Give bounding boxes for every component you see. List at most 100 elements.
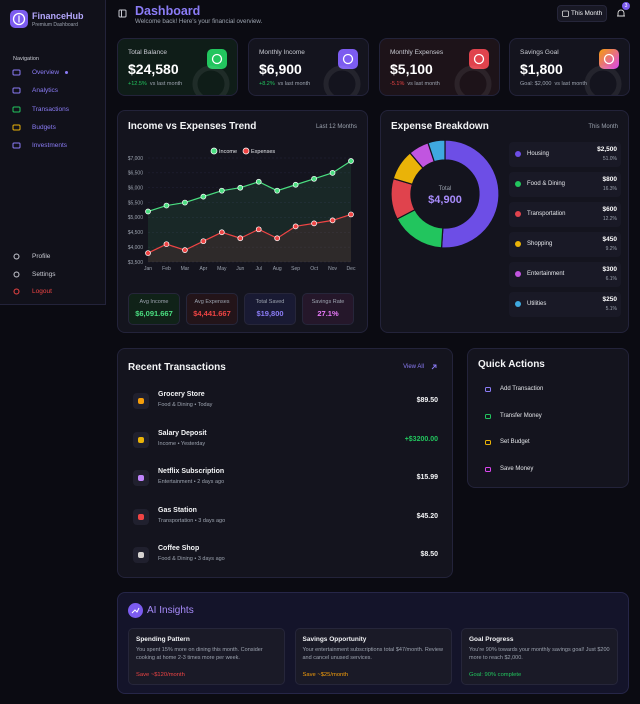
card-value: $24,580: [128, 61, 179, 77]
insight-action: Goal: 90% complete: [469, 672, 522, 678]
data-point: [255, 226, 262, 233]
legend-label: Food & Dining: [527, 181, 566, 187]
quick-actions-panel: Quick Actions Add Transaction Transfer Mo…: [467, 348, 629, 488]
series-line: [147, 160, 352, 213]
legend-value: $300: [602, 266, 617, 273]
y-tick-label: $4,000: [128, 245, 144, 251]
nav-label: Navigation: [13, 56, 39, 62]
nav-item[interactable]: Budgets: [0, 121, 106, 136]
card-glyph-shape: [342, 53, 354, 65]
transaction-meta: Transportation • 3 days ago: [158, 517, 226, 524]
nav-item[interactable]: Investments: [0, 139, 106, 154]
legend-share: 6.1%: [605, 276, 617, 282]
stat-label: Savings Rate: [311, 299, 345, 305]
legend-share: 16.3%: [602, 186, 617, 192]
transaction-row[interactable]: Gas Station Transportation • 3 days ago $4…: [128, 503, 444, 531]
nav-label: Budgets: [32, 123, 56, 131]
legend-share: 9.2%: [605, 246, 617, 252]
transaction-name: Netflix Subscription: [158, 468, 225, 475]
stat-label: Avg Expenses: [194, 299, 230, 305]
data-point: [237, 235, 244, 242]
data-point: [163, 202, 170, 209]
stat-value: 27.1%: [317, 309, 339, 318]
quick-action[interactable]: Save Money: [476, 461, 620, 479]
insight-action: Save ~$120/month: [136, 672, 185, 678]
legend-label: Shopping: [527, 241, 553, 247]
transaction-icon-dot: [138, 513, 144, 520]
y-tick-label: $3,500: [128, 260, 144, 266]
panel-title: Quick Actions: [478, 359, 545, 370]
stat-label: Total Saved: [255, 299, 285, 305]
view-all-link[interactable]: View All: [403, 364, 424, 370]
nav-item[interactable]: Transactions: [0, 103, 106, 118]
data-point: [182, 199, 188, 206]
quick-action-label: Save Money: [500, 466, 534, 473]
trend-panel: Income vs Expenses Trend Last 12 Months …: [117, 110, 368, 333]
period-button[interactable]: This Month: [557, 5, 607, 22]
transaction-row[interactable]: Netflix Subscription Entertainment • 2 da…: [128, 464, 444, 492]
legend-value: $450: [602, 236, 617, 243]
quick-action-icon: [485, 413, 491, 419]
card-watermark-shape: [454, 65, 492, 95]
quick-action-label: Set Budget: [500, 439, 530, 446]
quick-action[interactable]: Transfer Money: [476, 408, 620, 426]
legend-dot: [515, 211, 521, 217]
footer-item[interactable]: Profile: [0, 250, 106, 265]
card-watermark: [454, 65, 492, 95]
footer-icon: [13, 271, 20, 277]
nav-icon-shape: [12, 87, 21, 94]
legend-dot: [515, 271, 521, 277]
card-watermark: [323, 65, 361, 95]
quick-action-label: Transfer Money: [500, 412, 542, 419]
nav-icon: [12, 124, 21, 131]
x-tick-label: Jan: [144, 266, 152, 272]
footer-icon-shape: [13, 288, 20, 295]
transaction-amount: $89.50: [416, 397, 438, 404]
x-tick-label: Dec: [347, 266, 356, 272]
card-glyph-shape: [211, 53, 223, 65]
stat-box: Avg Expenses $4,441.667: [186, 293, 238, 325]
data-point: [237, 184, 244, 191]
transaction-row[interactable]: Salary Deposit Income • Yesterday +$3200.0…: [128, 426, 444, 454]
x-tick-label: Aug: [273, 266, 282, 272]
bell-icon[interactable]: [616, 8, 626, 19]
series-area: [148, 214, 351, 262]
panel-title: Expense Breakdown: [391, 121, 489, 132]
transaction-icon: [133, 547, 149, 563]
period-label: This Month: [571, 10, 603, 17]
insight-card: Goal Progress You're 90% towards your mon…: [461, 628, 618, 685]
line-chart: $3,500 $4,000 $4,500 $5,000 $5,500 $6,000 $6,5…: [128, 147, 356, 272]
transaction-name: Gas Station: [158, 506, 197, 514]
insight-text: You spent 15% more on dining this month.…: [136, 647, 263, 661]
transaction-name: Salary Deposit: [158, 429, 207, 437]
stat-value: $4,441.667: [193, 309, 231, 318]
nav-icon-shape: [12, 69, 21, 76]
panel-title: AI Insights: [147, 605, 194, 616]
x-tick-label: Nov: [328, 266, 337, 272]
transaction-icon: [133, 508, 149, 525]
transaction-icon: [133, 431, 149, 448]
card-glyph: [473, 53, 485, 65]
transaction-row[interactable]: Grocery Store Food & Dining • Today $89.50: [128, 387, 444, 415]
card-watermark-shape: [584, 65, 622, 95]
card-glyph: [603, 53, 615, 65]
menu-toggle[interactable]: [118, 9, 127, 18]
footer-item[interactable]: Logout: [0, 285, 106, 300]
quick-action[interactable]: Set Budget: [476, 434, 620, 452]
card-watermark: [192, 65, 230, 95]
insight-card: Spending Pattern You spent 15% more on di…: [128, 628, 285, 685]
change-value: +12.5%: [128, 81, 147, 87]
footer-item[interactable]: Settings: [0, 268, 106, 283]
nav-item[interactable]: Analytics: [0, 84, 106, 99]
x-tick-label: Oct: [310, 266, 318, 272]
nav-item[interactable]: Overview: [0, 66, 106, 81]
legend-dot: [515, 181, 521, 187]
legend-value: $250: [602, 296, 617, 303]
donut-center-value: $4,900: [428, 194, 462, 206]
legend-dot: [515, 151, 521, 157]
data-point: [274, 187, 281, 194]
data-point: [218, 187, 225, 194]
card-glyph: [342, 53, 354, 65]
transaction-row[interactable]: Coffee Shop Food & Dining • 3 days ago $8.…: [128, 541, 444, 569]
quick-action[interactable]: Add Transaction: [476, 381, 620, 399]
